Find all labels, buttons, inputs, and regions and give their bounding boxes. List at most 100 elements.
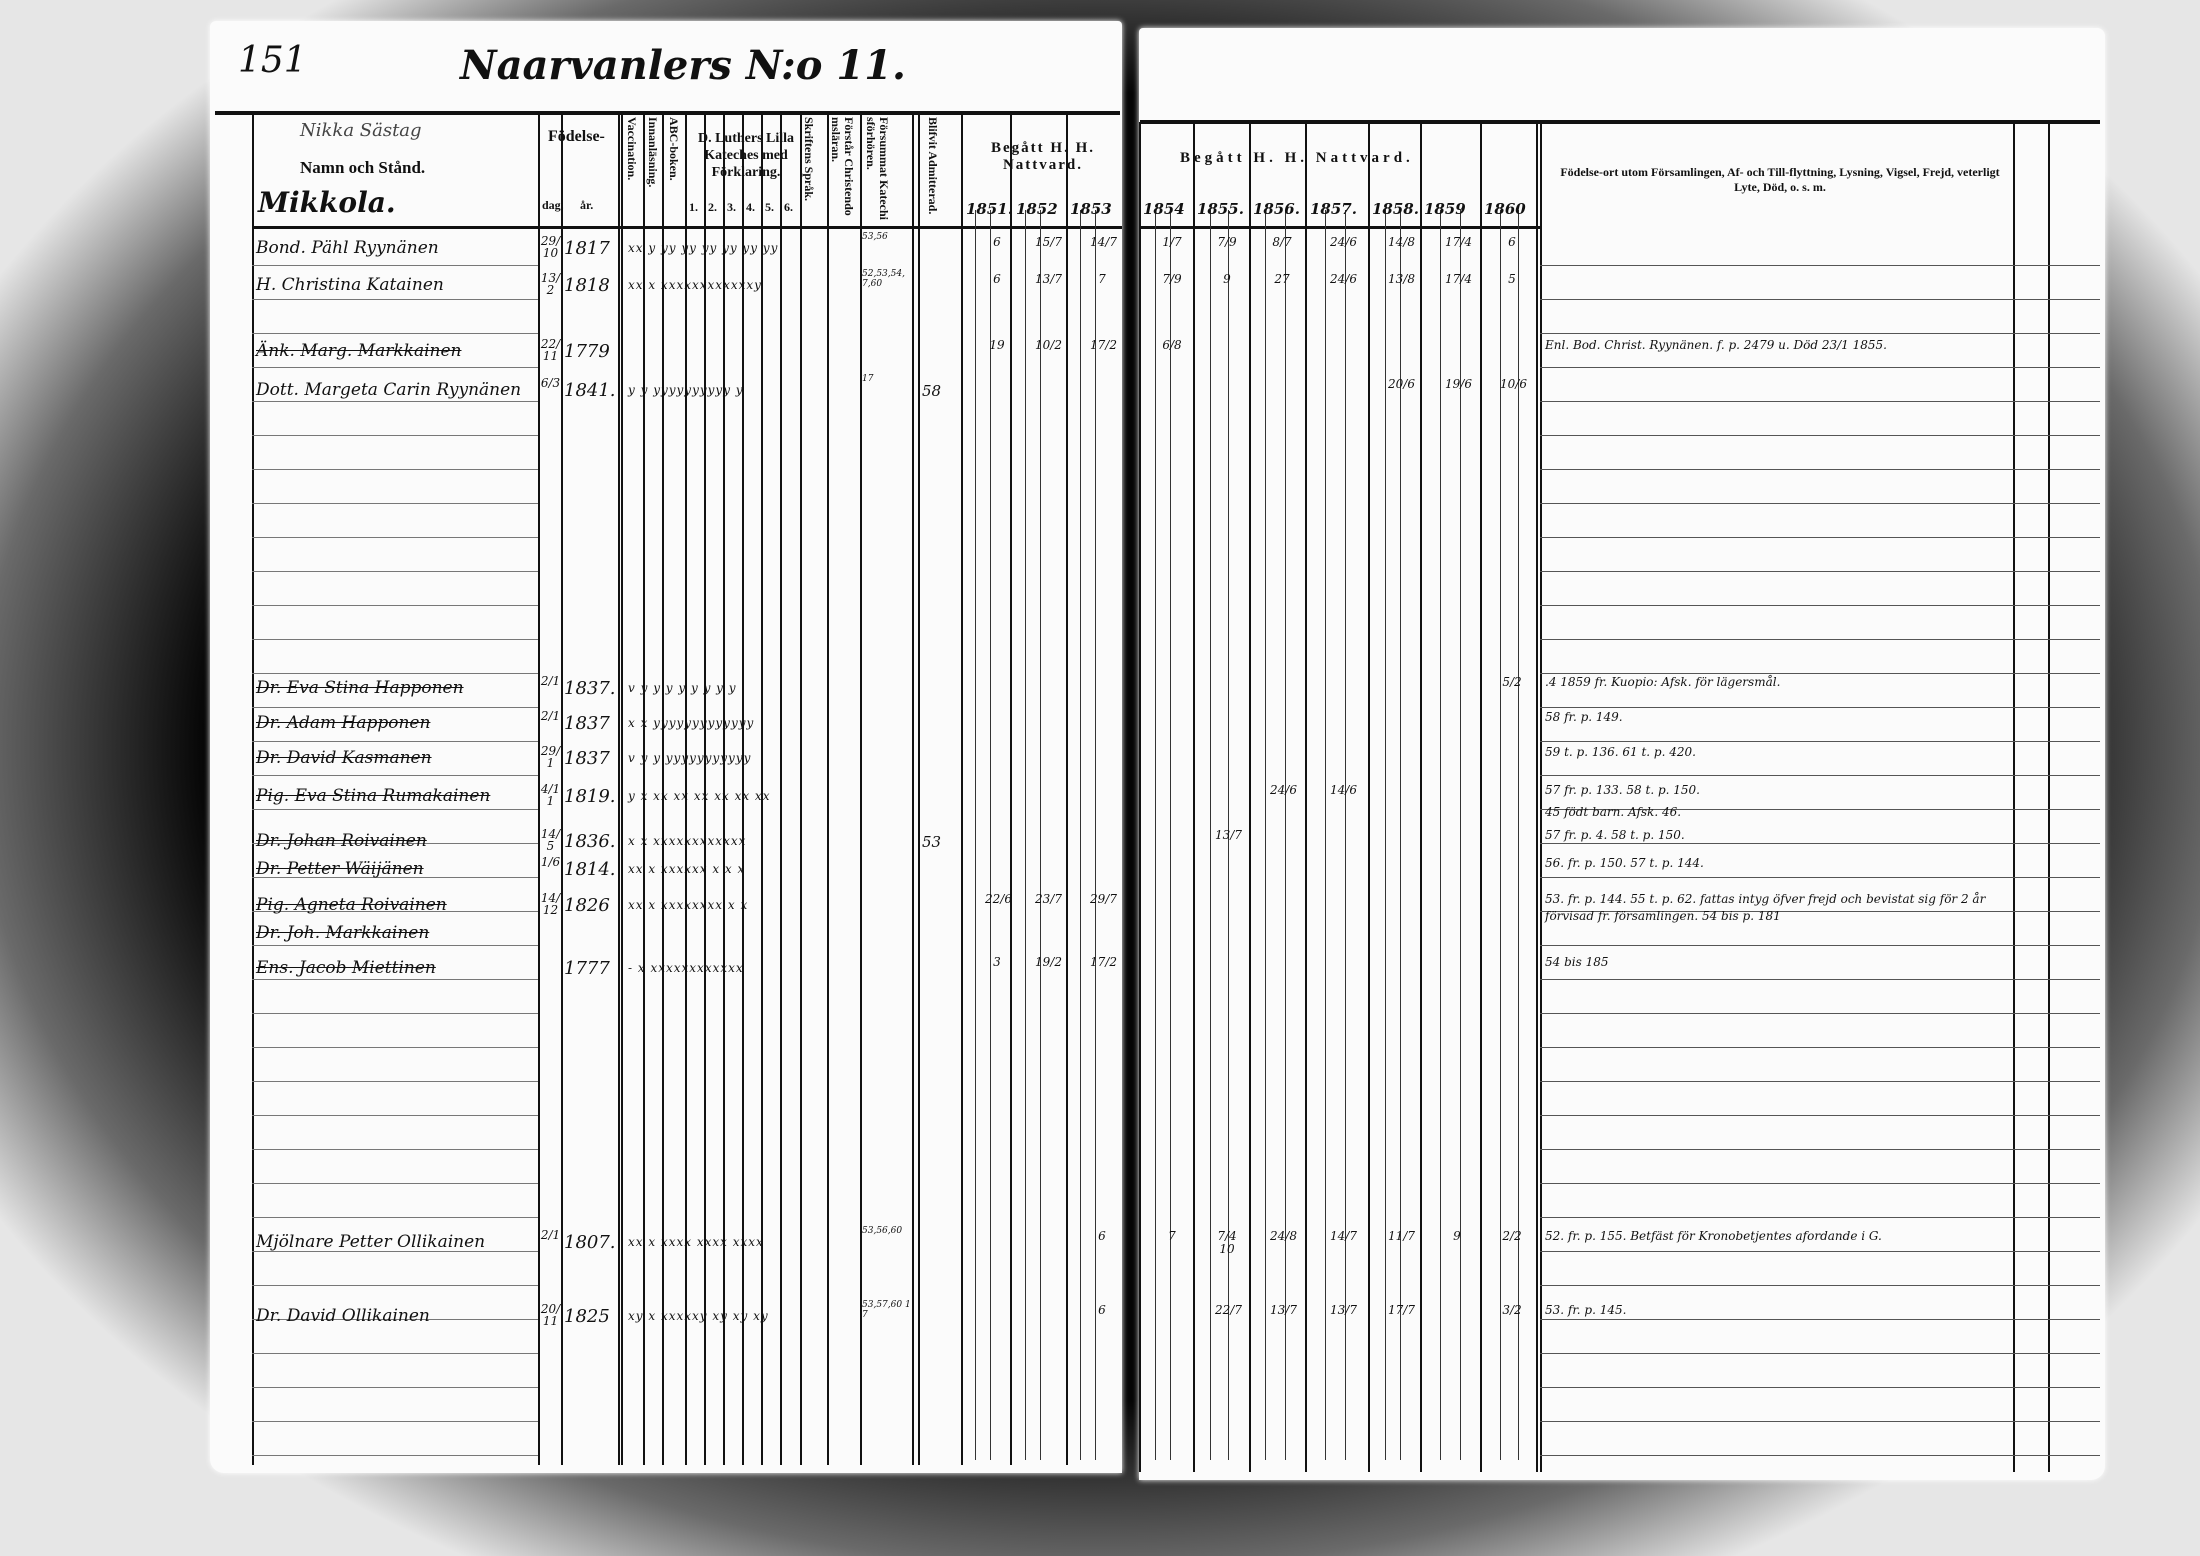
missed-catechism: 17: [862, 374, 874, 384]
reading-marks: xx y yy yy yy yy yy yy: [628, 241, 779, 255]
village-note: Nikka Sästag: [300, 120, 422, 141]
birth-day: 4/11: [540, 782, 561, 808]
ruled-line: [252, 1183, 538, 1184]
person-name: Dr. David Ollikainen: [256, 1306, 430, 1326]
ruled-line: [1540, 1285, 2100, 1286]
person-name: Dr. Eva Stina Happonen: [256, 678, 464, 698]
ruled-line: [252, 1149, 538, 1150]
column-abc: ABC-boken.: [667, 117, 681, 181]
communion-date: 5/2: [1502, 675, 1522, 689]
person-name: Pig. Agneta Roivainen: [256, 895, 447, 915]
reading-marks: v y y y y y y y y: [628, 681, 737, 695]
sub-column-divider: [1385, 210, 1386, 1460]
ruled-line: [252, 945, 538, 946]
birth-year: 1826: [564, 895, 610, 916]
communion-date: 22/7: [1215, 1303, 1242, 1317]
ruled-line: [1540, 979, 2100, 980]
communion-date: 3: [993, 955, 1001, 969]
ruled-line: [1540, 1115, 2100, 1116]
communion-date: 6: [1508, 235, 1516, 249]
sub-column-divider: [1095, 210, 1096, 1460]
catechism-part: 1.: [689, 200, 698, 214]
communion-date: 3/2: [1502, 1303, 1522, 1317]
birth-year: 1837: [564, 748, 610, 769]
communion-date: 6: [1098, 1229, 1106, 1243]
column-year: 1859: [1424, 200, 1466, 218]
column-divider: [742, 115, 744, 1465]
birth-year: 1818: [564, 275, 610, 296]
communion-date: 2/2: [1502, 1229, 1522, 1243]
column-missed: Försummat Katechisförhören.: [864, 117, 891, 220]
ruled-line: [1540, 1251, 2100, 1252]
sub-column-divider: [975, 210, 976, 1460]
birth-year: 1825: [564, 1306, 610, 1327]
ruled-line: [252, 1387, 538, 1388]
remark: 53. fr. p. 144. 55 t. p. 62. fattas inty…: [1545, 892, 1986, 923]
sub-column-divider: [1025, 210, 1026, 1460]
column-reading: Innanläsning.: [646, 117, 660, 188]
sub-column-divider: [1210, 210, 1211, 1460]
column-divider: [761, 115, 763, 1465]
communion-date: 1/7: [1162, 235, 1182, 249]
ruled-line: [252, 1251, 538, 1252]
ruled-line: [1540, 911, 2100, 912]
column-year: 1852: [1016, 200, 1058, 218]
sub-column-divider: [1228, 210, 1229, 1460]
communion-date: 14/7: [1330, 1229, 1357, 1243]
ruled-line: [1540, 1421, 2100, 1422]
column-year: 1854: [1143, 200, 1185, 218]
sub-column-divider: [1325, 210, 1326, 1460]
ruled-line: [252, 741, 538, 742]
remark: 54 bis 185: [1545, 955, 1609, 969]
birth-year: 1836.: [564, 831, 616, 852]
sub-column-divider: [1155, 210, 1156, 1460]
ruled-line: [1540, 673, 2100, 674]
sub-column-divider: [990, 210, 991, 1460]
communion-date: 17/4: [1445, 235, 1472, 249]
left-page: [210, 21, 1122, 1473]
column-divider: [1139, 122, 1141, 1472]
birth-year: 1837.: [564, 678, 616, 699]
column-divider: [1193, 122, 1195, 1472]
header-bottom-right: [1140, 226, 1540, 229]
ruled-line: [1540, 1047, 2100, 1048]
birth-day: 2/1: [540, 674, 561, 688]
catechism-part: 4.: [746, 200, 755, 214]
column-divider: [1249, 122, 1251, 1472]
header-bottom-left: [252, 226, 1122, 229]
communion-date: 15/7: [1035, 235, 1062, 249]
remark: 59 t. p. 136. 61 t. p. 420.: [1545, 745, 1696, 759]
ruled-line: [1540, 1319, 2100, 1320]
communion-date: 13/7: [1215, 828, 1242, 842]
column-year: 1856.: [1253, 200, 1300, 218]
admitted-year: 53: [922, 833, 942, 851]
ruled-line: [1540, 707, 2100, 708]
ruled-line: [1540, 945, 2100, 946]
sub-column-divider: [1285, 210, 1286, 1460]
reading-marks: v y y yyyyyyyyyyy: [628, 751, 752, 765]
communion-date: 24/6: [1330, 235, 1357, 249]
ruled-line: [1540, 809, 2100, 810]
communion-date: 10/2: [1035, 338, 1062, 352]
birth-day: 1/6: [540, 855, 561, 869]
ruled-line: [252, 571, 538, 572]
column-divider: [252, 115, 254, 1465]
ruled-line: [1540, 469, 2100, 470]
communion-date: 6: [1098, 1303, 1106, 1317]
birth-day: 14/12: [540, 891, 561, 917]
column-divider: [621, 115, 623, 1465]
ruled-line: [252, 639, 538, 640]
column-divider: [643, 115, 645, 1465]
ruled-line: [252, 843, 538, 844]
communion-date: 17/7: [1388, 1303, 1415, 1317]
ruled-line: [252, 1455, 538, 1456]
person-name: Änk. Marg. Markkainen: [256, 341, 462, 361]
communion-date: 27: [1274, 272, 1290, 286]
communion-date: 5: [1508, 272, 1516, 286]
sub-column-divider: [1440, 210, 1441, 1460]
ruled-line: [252, 775, 538, 776]
catechism-part: 3.: [727, 200, 736, 214]
sub-column-divider: [1040, 210, 1041, 1460]
column-year: 1853: [1070, 200, 1112, 218]
ruled-line: [1540, 605, 2100, 606]
